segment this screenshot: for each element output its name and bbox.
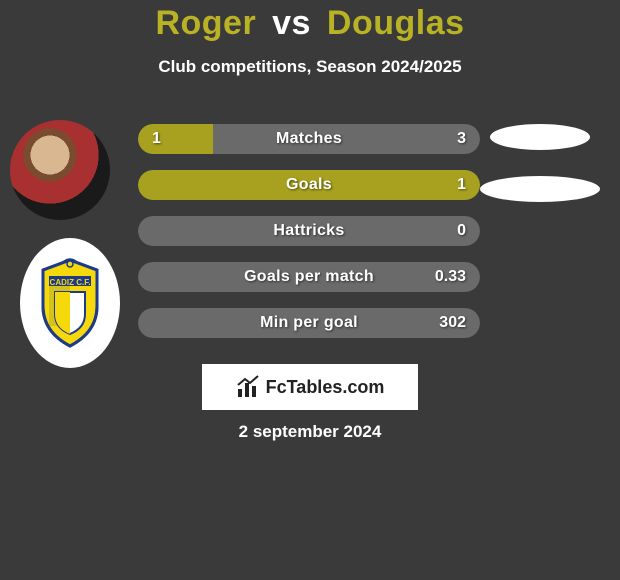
stat-bar-row: Goals per match0.33 [138,262,480,292]
branding-text: FcTables.com [266,377,385,398]
stat-right-value: 0.33 [435,262,466,292]
stat-label: Matches [138,124,480,154]
svg-text:CADIZ C.F.: CADIZ C.F. [50,278,91,287]
stat-bar-row: Min per goal302 [138,308,480,338]
comparison-card: Roger vs Douglas Club competitions, Seas… [0,0,620,580]
title-player1: Roger [155,4,256,42]
stat-label: Hattricks [138,216,480,246]
stat-right-value: 3 [457,124,466,154]
stat-label: Min per goal [138,308,480,338]
stat-right-value: 302 [439,308,466,338]
stat-bars: 1Matches3Goals1Hattricks0Goals per match… [138,124,480,354]
club-crest-icon: CADIZ C.F. [35,258,105,348]
title-player2: Douglas [327,4,465,42]
stat-label: Goals per match [138,262,480,292]
subtitle: Club competitions, Season 2024/2025 [0,57,620,77]
stat-bar-row: 1Matches3 [138,124,480,154]
stat-right-value: 1 [457,170,466,200]
date-text: 2 september 2024 [0,422,620,442]
branding-badge: FcTables.com [202,364,418,410]
chart-icon [236,375,260,399]
stat-right-value: 0 [457,216,466,246]
stat-bar-row: Goals1 [138,170,480,200]
player1-club-badge: CADIZ C.F. [20,238,120,368]
player2-club-placeholder [480,176,600,202]
title-vs: vs [272,4,311,42]
player1-avatar [10,120,110,220]
stat-bar-row: Hattricks0 [138,216,480,246]
page-title: Roger vs Douglas [0,0,620,43]
player2-avatar-placeholder [490,124,590,150]
stat-label: Goals [138,170,480,200]
